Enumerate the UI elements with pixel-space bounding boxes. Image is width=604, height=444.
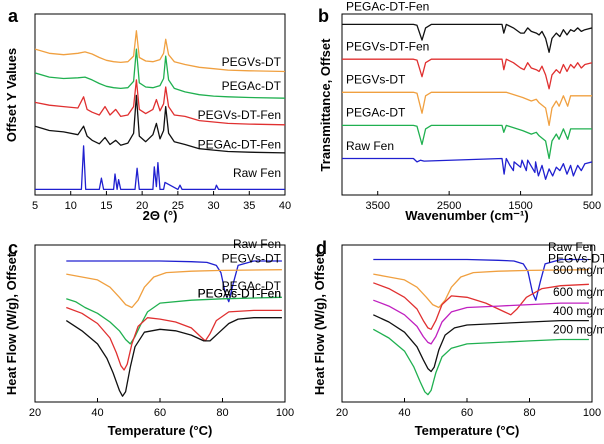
series-label: Raw Fen [233, 237, 281, 251]
x-tick-label: 20 [29, 407, 41, 419]
plot-frame [341, 13, 593, 196]
x-tick-label: 60 [154, 407, 166, 419]
series-line-pegac-dt-fen [65, 317, 282, 397]
series-line-pegvs-dt [66, 269, 282, 309]
x-tick-label: 2500 [437, 200, 461, 212]
y-axis-title: Offset Y Values [4, 48, 19, 142]
x-tick-label: 5 [32, 200, 38, 212]
series-label: 600 mg/mL [553, 285, 604, 299]
series-label: Raw Fen [233, 166, 281, 180]
y-axis-title: Transmittance, Offset [318, 38, 333, 172]
x-tick-label: 100 [583, 407, 601, 419]
y-axis-title: Heat Flow (W/g), Offset [4, 252, 19, 395]
panel-b: 3500 2500 1500 500 PEGAc-DT-Fen PEGVs-DT-Fen P… [318, 0, 601, 223]
series-label: PEGVs-DT-Fen [198, 286, 281, 300]
series-label: 200 mg/mL [553, 323, 604, 337]
x-tick-label: 20 [336, 407, 348, 419]
series-line-pegac-dt [66, 296, 282, 345]
x-axis-title: 2Θ (°) [143, 208, 178, 223]
series-label: 400 mg/mL [553, 304, 604, 318]
y-axis-title: Heat Flow (W/g), Offset [312, 252, 327, 395]
series-line-pegac-dt [35, 48, 285, 99]
series-line-pegvs-dt [35, 30, 285, 73]
series-line-raw-fen [66, 260, 282, 303]
series-label: 800 mg/mL [553, 263, 604, 277]
series-label: PEGVs-DT [346, 73, 406, 87]
series-label: PEGAc-DT [222, 79, 282, 93]
x-tick-label: 40 [279, 200, 291, 212]
panel-letter: c [8, 238, 18, 258]
x-tick-label: 40 [91, 407, 103, 419]
x-tick-label: 60 [461, 407, 473, 419]
x-tick-label: 10 [65, 200, 77, 212]
x-axis-title: Temperature (°C) [108, 423, 213, 438]
series-label: Raw Fen [346, 139, 394, 153]
series-line-raw-fen [35, 145, 285, 191]
panel-a: 5 10 15 20 25 30 35 40 PEGVs-DT PEGAc-DT PEGVs-DT-… [4, 6, 291, 223]
series-line-pegvs-dt-fen [342, 58, 592, 90]
x-tick-label: 30 [207, 200, 219, 212]
series-line-pegac-dt-fen [35, 94, 285, 154]
x-tick-label: 35 [243, 200, 255, 212]
x-tick-label: 80 [523, 407, 535, 419]
series-label: PEGVs-DT-Fen [346, 40, 429, 54]
series-line-pegac-dt [342, 124, 592, 160]
series-line-pegac-dt-fen [342, 23, 592, 53]
series-label: PEGAc-DT [222, 279, 282, 293]
x-axis-title: Wavenumber (cm⁻¹) [405, 208, 528, 223]
series-label: PEGVs-DT [548, 251, 604, 265]
series-line-600-mg-ml [373, 299, 589, 345]
series-label: PEGVs-DT-Fen [198, 108, 281, 122]
x-tick-label: 15 [100, 200, 112, 212]
series-line-800-mg-ml [373, 282, 589, 330]
series-label: PEGVs-DT [222, 251, 282, 265]
x-tick-label: 500 [583, 200, 601, 212]
plot-frame [34, 244, 286, 403]
x-tick-label: 80 [216, 407, 228, 419]
x-tick-label: 40 [398, 407, 410, 419]
x-tick-label: 25 [172, 200, 184, 212]
x-tick-label: 3500 [365, 200, 389, 212]
panel-letter: d [316, 238, 327, 258]
x-tick-label: 20 [136, 200, 148, 212]
series-line-pegvs-dt [342, 91, 592, 127]
plot-frame [34, 13, 286, 196]
series-label: Raw Fen [548, 240, 596, 254]
x-axis-title: Temperature (°C) [415, 423, 520, 438]
series-label: PEGAc-DT [346, 106, 406, 120]
series-line-raw-fen [373, 258, 589, 301]
series-label: PEGAc-DT-Fen [198, 138, 281, 152]
series-label: PEGAc-DT-Fen [198, 286, 281, 300]
series-line-400-mg-ml [373, 314, 589, 373]
series-line-raw-fen [342, 157, 592, 180]
x-tick-label: 1500 [508, 200, 532, 212]
series-label: PEGAc-DT-Fen [346, 0, 429, 14]
x-tick-label: 100 [276, 407, 294, 419]
series-label: PEGVs-DT [222, 55, 282, 69]
panel-letter: b [318, 6, 329, 26]
series-line-pegvs-dt-fen [35, 79, 285, 126]
panel-letter: a [8, 6, 19, 26]
series-line-pegvs-dt-fen [66, 306, 282, 371]
series-line-200-mg-ml [372, 328, 589, 396]
